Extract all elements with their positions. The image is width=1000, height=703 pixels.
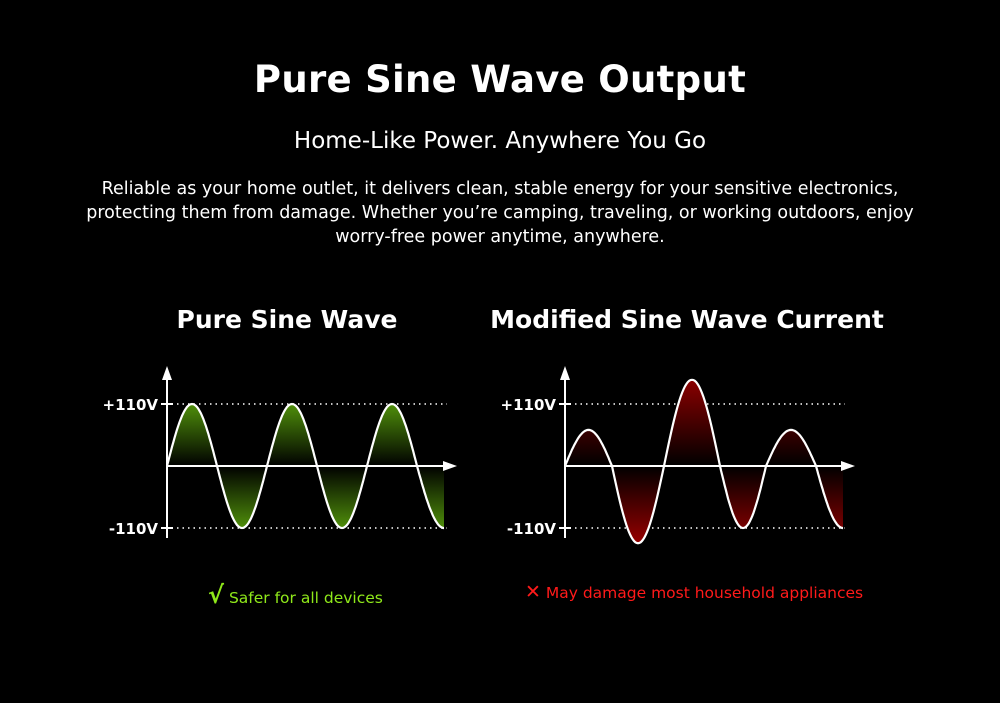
y-tick-label: +110V — [103, 396, 159, 414]
description: Reliable as your home outlet, it deliver… — [0, 177, 1000, 249]
modified-caption-text: May damage most household appliances — [545, 584, 864, 602]
y-axis-arrow — [560, 366, 570, 380]
page-subtitle: Home-Like Power. Anywhere You Go — [293, 128, 707, 154]
description-line: worry-free power anytime, anywhere. — [335, 227, 665, 247]
check-icon: √ — [208, 581, 225, 609]
y-tick-label: +110V — [501, 396, 557, 414]
description-line: Reliable as your home outlet, it deliver… — [101, 179, 899, 199]
pure-chart-title: Pure Sine Wave — [176, 305, 398, 334]
modified-caption: ✕ May damage most household appliances — [525, 581, 863, 603]
wave-fill — [565, 379, 843, 544]
cross-icon: ✕ — [525, 581, 541, 603]
y-axis-arrow — [162, 366, 172, 380]
modified-chart-title: Modified Sine Wave Current — [490, 305, 884, 334]
x-axis-arrow — [841, 461, 855, 471]
page-title: Pure Sine Wave Output — [253, 58, 747, 101]
pure-caption: √ Safer for all devices — [208, 581, 383, 609]
y-tick-label: -110V — [109, 520, 159, 538]
x-axis-arrow — [443, 461, 457, 471]
description-line: protecting them from damage. Whether you… — [86, 203, 914, 223]
modified-sine-chart: +110V -110V — [501, 366, 855, 545]
pure-sine-chart: +110V -110V — [103, 366, 457, 538]
pure-caption-text: Safer for all devices — [228, 589, 383, 607]
y-tick-label: -110V — [507, 520, 557, 538]
